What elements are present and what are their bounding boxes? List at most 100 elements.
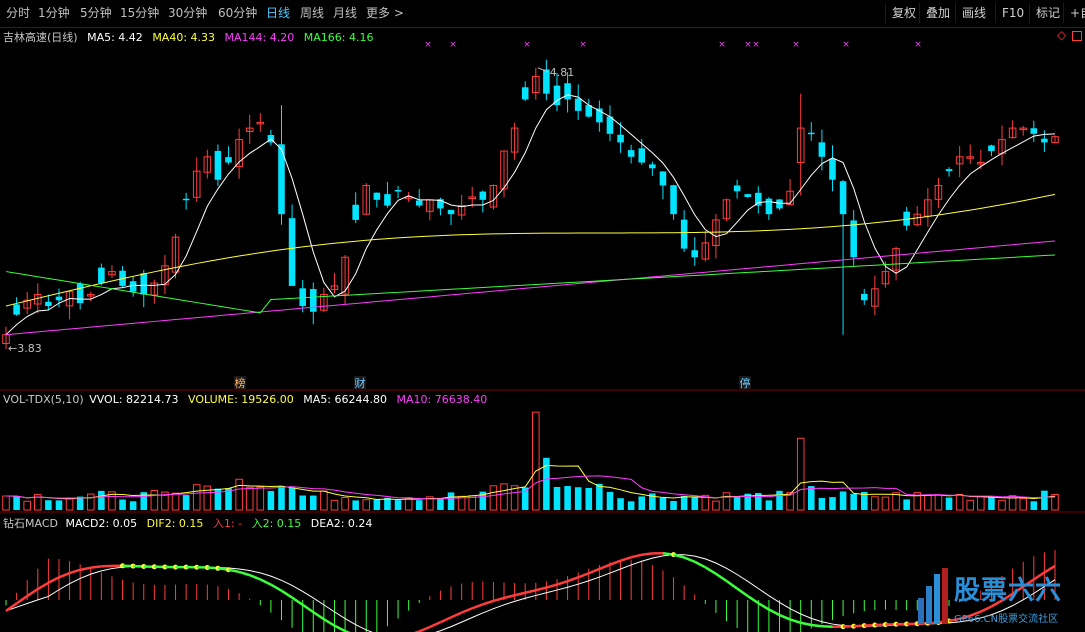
candle-down — [278, 144, 285, 215]
ru1-legend: 入1: - — [212, 517, 243, 530]
toolbar-button-0[interactable]: 复权 — [885, 3, 922, 23]
volume-bar-up — [796, 437, 805, 511]
dif-line-segment — [471, 603, 484, 610]
candle-down — [574, 98, 582, 111]
candle-down — [850, 220, 857, 258]
candle-down — [818, 142, 826, 157]
candle-down — [373, 192, 381, 200]
volume-bar-down — [182, 495, 190, 510]
dif-line-segment — [1001, 592, 1014, 602]
period-tab-8[interactable]: 月线 — [333, 6, 358, 20]
candle-up — [171, 236, 180, 273]
main-title: 吉林高速(日线) — [3, 31, 78, 44]
candle-up — [404, 196, 413, 200]
volume-bar-down — [373, 499, 381, 510]
dif-line-segment — [228, 568, 240, 574]
candle-down — [606, 116, 614, 134]
volume-bar-up — [1019, 498, 1027, 511]
dif-line-segment — [270, 583, 283, 592]
dif-line-segment — [683, 556, 696, 563]
toolbar-button-3[interactable]: F10 — [995, 3, 1030, 23]
period-tab-1[interactable]: 1分钟 — [38, 6, 70, 20]
candle-down — [776, 199, 783, 209]
candle-down — [13, 304, 20, 315]
candle-down — [55, 296, 63, 301]
candle-up — [500, 150, 508, 190]
candle-up — [203, 156, 212, 173]
volume-bar-up — [1051, 494, 1059, 511]
volume-bar-up — [881, 496, 890, 511]
dif-line-segment — [694, 560, 706, 569]
candle-up — [192, 170, 201, 198]
candle-down — [860, 293, 868, 301]
ru2-legend: 入2: 0.15 — [251, 517, 302, 530]
volume-bar-up — [192, 484, 201, 511]
candle-down — [564, 83, 571, 100]
volume-bar-down — [638, 496, 646, 510]
toolbar-button-2[interactable]: 画线 — [955, 3, 992, 23]
candle-down — [543, 69, 550, 94]
volume-bar-up — [1008, 495, 1017, 511]
volume-bar-up — [500, 483, 508, 511]
candle-up — [23, 299, 31, 309]
volume-bar-up — [924, 494, 932, 511]
period-tab-4[interactable]: 30分钟 — [168, 6, 208, 20]
macd-legend: 钻石MACD MACD2: 0.05 DIF2: 0.15 入1: - 入2: … — [3, 515, 378, 531]
box-icon[interactable] — [1072, 31, 1082, 41]
candle-down — [521, 87, 529, 100]
period-tab-5[interactable]: 60分钟 — [218, 6, 258, 20]
candle-up — [955, 156, 964, 165]
candle-up — [457, 205, 466, 216]
vol-ma5-legend: MA5: 66244.80 — [303, 393, 387, 406]
toolbar-button-5[interactable]: +自 — [1063, 3, 1085, 23]
candle-up — [913, 213, 922, 226]
volume-bar-down — [808, 486, 815, 510]
volume-bar-down — [129, 501, 137, 510]
period-tab-6[interactable]: 日线 — [266, 6, 291, 20]
candle-down — [755, 192, 762, 206]
candle-up — [796, 127, 805, 164]
event-marker-bg — [739, 376, 751, 389]
candle-up — [934, 184, 943, 200]
toolbar-button-1[interactable]: 叠加 — [919, 3, 956, 23]
volume-bar-up — [245, 486, 254, 511]
period-tab-9[interactable]: 更多 > — [366, 6, 404, 20]
candle-down — [680, 219, 688, 249]
dif-line-segment — [1022, 578, 1035, 588]
dif-line-segment — [620, 556, 632, 562]
candle-down — [447, 209, 455, 215]
dif-line-segment — [556, 579, 568, 586]
candle-down — [98, 267, 105, 284]
signal-marker: × — [523, 40, 531, 50]
period-tab-2[interactable]: 5分钟 — [80, 6, 112, 20]
dif-line-segment — [789, 618, 802, 624]
candle-down — [670, 185, 677, 215]
candle-up — [701, 242, 710, 260]
dif-line-segment — [524, 589, 537, 594]
volume-bar-up — [2, 495, 10, 511]
signal-marker: × — [449, 40, 457, 50]
main-legend: 吉林高速(日线) MA5: 4.42 MA40: 4.33 MA144: 4.2… — [3, 29, 379, 45]
candle-up — [256, 121, 265, 125]
volume-bar-up — [320, 490, 328, 511]
candle-up — [532, 75, 540, 94]
volume-bar-down — [839, 491, 847, 510]
volume-bar-down — [98, 490, 105, 510]
candle-up — [108, 271, 116, 276]
dif-line-segment — [418, 625, 431, 632]
watermark-brand: 股票六六 — [954, 576, 1063, 606]
candle-down — [45, 301, 52, 306]
dif-line-segment — [577, 572, 590, 579]
period-tab-0[interactable]: 分时 — [6, 6, 31, 20]
diamond-icon[interactable]: ◇ — [1057, 28, 1067, 42]
period-tab-7[interactable]: 周线 — [300, 6, 325, 20]
volume-bar-up — [892, 492, 900, 511]
candle-down — [140, 273, 148, 295]
dif-line-segment — [609, 559, 622, 566]
dif-line-segment — [598, 563, 611, 571]
volume-bar-down — [415, 500, 423, 510]
candle-down — [638, 148, 646, 163]
toolbar-button-4[interactable]: 标记 — [1029, 3, 1066, 23]
period-tab-3[interactable]: 15分钟 — [120, 6, 160, 20]
